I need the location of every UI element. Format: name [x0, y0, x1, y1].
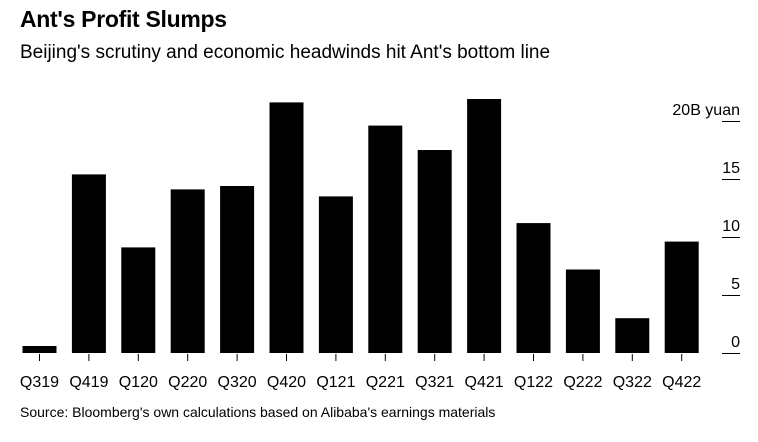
bar-q421	[467, 99, 502, 353]
x-tick-label: Q121	[316, 374, 355, 391]
bar-q220	[170, 189, 205, 353]
x-tick-label: Q321	[415, 374, 454, 391]
x-tick-label: Q120	[119, 374, 158, 391]
x-axis-labels: Q319 Q419 Q120 Q220 Q320 Q420 Q121 Q221 Q321 Q421…	[20, 354, 701, 391]
y-tick-label: 15	[722, 160, 740, 177]
bar-series	[22, 99, 699, 354]
bar-q221	[368, 125, 403, 353]
y-tick-label: 0	[731, 334, 740, 351]
bar-q222	[565, 269, 600, 353]
x-tick-label: Q422	[662, 374, 701, 391]
bar-q322	[615, 318, 650, 353]
y-tick-label: 10	[722, 218, 740, 235]
y-tick-label: 20B yuan	[672, 102, 740, 119]
source-note: Source: Bloomberg's own calculations bas…	[20, 404, 496, 420]
y-tick-label: 5	[731, 276, 740, 293]
x-tick-label: Q221	[366, 374, 405, 391]
x-tick-label: Q322	[613, 374, 652, 391]
chart-title: Ant's Profit Slumps	[20, 6, 227, 32]
x-tick-label: Q320	[218, 374, 257, 391]
y-axis: 0 5 10 15 20B yuan	[672, 102, 740, 354]
x-tick-label: Q220	[168, 374, 207, 391]
bar-q422	[664, 241, 699, 353]
x-tick-label: Q122	[514, 374, 553, 391]
x-tick-label: Q319	[20, 374, 59, 391]
bar-q121	[318, 196, 353, 353]
x-tick-label: Q421	[465, 374, 504, 391]
bar-q319	[22, 346, 57, 353]
bar-q122	[516, 223, 551, 353]
x-tick-label: Q420	[267, 374, 306, 391]
x-tick-label: Q222	[563, 374, 602, 391]
bar-q120	[121, 247, 156, 353]
bar-q320	[220, 186, 255, 353]
x-tick-label: Q419	[69, 374, 108, 391]
bar-q420	[269, 102, 304, 354]
bar-q419	[71, 174, 106, 353]
bar-q321	[417, 150, 452, 353]
chart-subtitle: Beijing's scrutiny and economic headwind…	[20, 42, 551, 63]
